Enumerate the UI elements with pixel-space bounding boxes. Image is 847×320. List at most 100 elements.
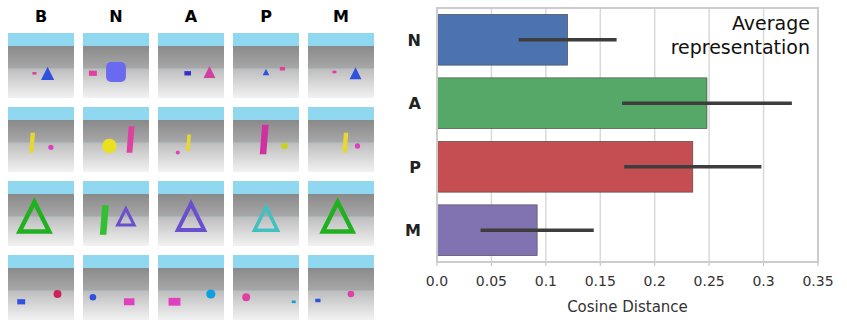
wall: [233, 46, 299, 69]
column-header: A: [185, 7, 198, 26]
object: [176, 151, 180, 155]
annotation-line: Average: [732, 12, 810, 34]
sky: [233, 181, 299, 246]
tick-label: 0.1: [535, 273, 557, 289]
sky: [158, 181, 224, 246]
object: [186, 135, 191, 152]
floor: [308, 291, 374, 320]
tick-label: 0.25: [694, 273, 725, 289]
object: [106, 62, 126, 82]
object: [348, 291, 355, 298]
figure: BNAPM0.00.050.10.150.20.250.30.35NAPMAve…: [0, 0, 847, 320]
sky: [308, 181, 374, 246]
sky: [8, 33, 74, 98]
object: [124, 298, 135, 305]
sky: [83, 181, 149, 246]
scene-image: [83, 107, 149, 172]
object: [263, 69, 270, 76]
object: [54, 290, 62, 298]
error-bar: [624, 165, 761, 169]
floor: [8, 143, 74, 172]
tick-label: 0.35: [802, 273, 833, 289]
sky: [233, 33, 299, 98]
scene-image: [308, 33, 374, 98]
floor: [158, 69, 224, 98]
scene-image: [83, 255, 149, 320]
object: [281, 143, 288, 150]
object: [100, 205, 109, 235]
scene-image: [308, 107, 374, 172]
axis-label: Cosine Distance: [567, 298, 688, 316]
sky: [83, 255, 149, 320]
scene-image: [83, 33, 149, 98]
floor: [8, 69, 74, 98]
object: [29, 133, 35, 153]
object: [48, 145, 53, 150]
floor: [83, 291, 149, 320]
floor: [233, 69, 299, 98]
wall: [233, 268, 299, 291]
tick-label: 0.2: [644, 273, 666, 289]
wall: [83, 268, 149, 291]
scene-image: [233, 255, 299, 320]
object: [342, 133, 348, 153]
scene-image: [233, 107, 299, 172]
object: [41, 67, 54, 80]
sky: [233, 107, 299, 172]
error-bar: [519, 38, 617, 42]
scene-image: [158, 107, 224, 172]
sky: [158, 255, 224, 320]
object: [355, 143, 360, 148]
tick-label: 0.3: [752, 273, 774, 289]
object: [127, 126, 135, 152]
sky: [158, 33, 224, 98]
wall: [83, 194, 149, 217]
floor: [83, 217, 149, 246]
sky: [158, 107, 224, 172]
floor: [233, 291, 299, 320]
wall: [83, 120, 149, 143]
category-label: M: [405, 221, 421, 240]
sky: [8, 255, 74, 320]
object: [118, 209, 134, 226]
category-label: A: [409, 94, 422, 113]
object: [260, 125, 269, 155]
sky: [8, 181, 74, 246]
object: [332, 71, 336, 74]
wall: [158, 46, 224, 69]
annotation-line: representation: [671, 36, 810, 58]
error-bar: [481, 229, 594, 233]
sky: [308, 107, 374, 172]
column-header: M: [333, 7, 349, 26]
object: [254, 207, 277, 230]
category-label: P: [409, 158, 421, 177]
sky: [83, 107, 149, 172]
scene-image: [83, 181, 149, 246]
object: [206, 289, 215, 298]
scene-image: [8, 181, 74, 246]
annotation: Averagerepresentation: [671, 12, 810, 58]
wall: [8, 120, 74, 143]
wall: [158, 120, 224, 143]
sky: [83, 33, 149, 98]
object: [102, 139, 117, 154]
scene-image: [8, 255, 74, 320]
scene-image: [308, 181, 374, 246]
sky: [308, 33, 374, 98]
scene-image: [308, 255, 374, 320]
column-header: P: [260, 7, 272, 26]
object: [204, 66, 216, 78]
object: [292, 300, 296, 303]
tick-label: 0.15: [585, 273, 616, 289]
object: [169, 298, 181, 306]
scene-image: [158, 33, 224, 98]
scene-image: [158, 255, 224, 320]
sky: [8, 107, 74, 172]
object: [32, 72, 36, 75]
grid-line: [600, 8, 602, 262]
object: [90, 294, 97, 301]
column-header: N: [109, 7, 122, 26]
object: [315, 299, 320, 302]
object: [20, 202, 50, 232]
tick-label: 0.05: [476, 273, 507, 289]
